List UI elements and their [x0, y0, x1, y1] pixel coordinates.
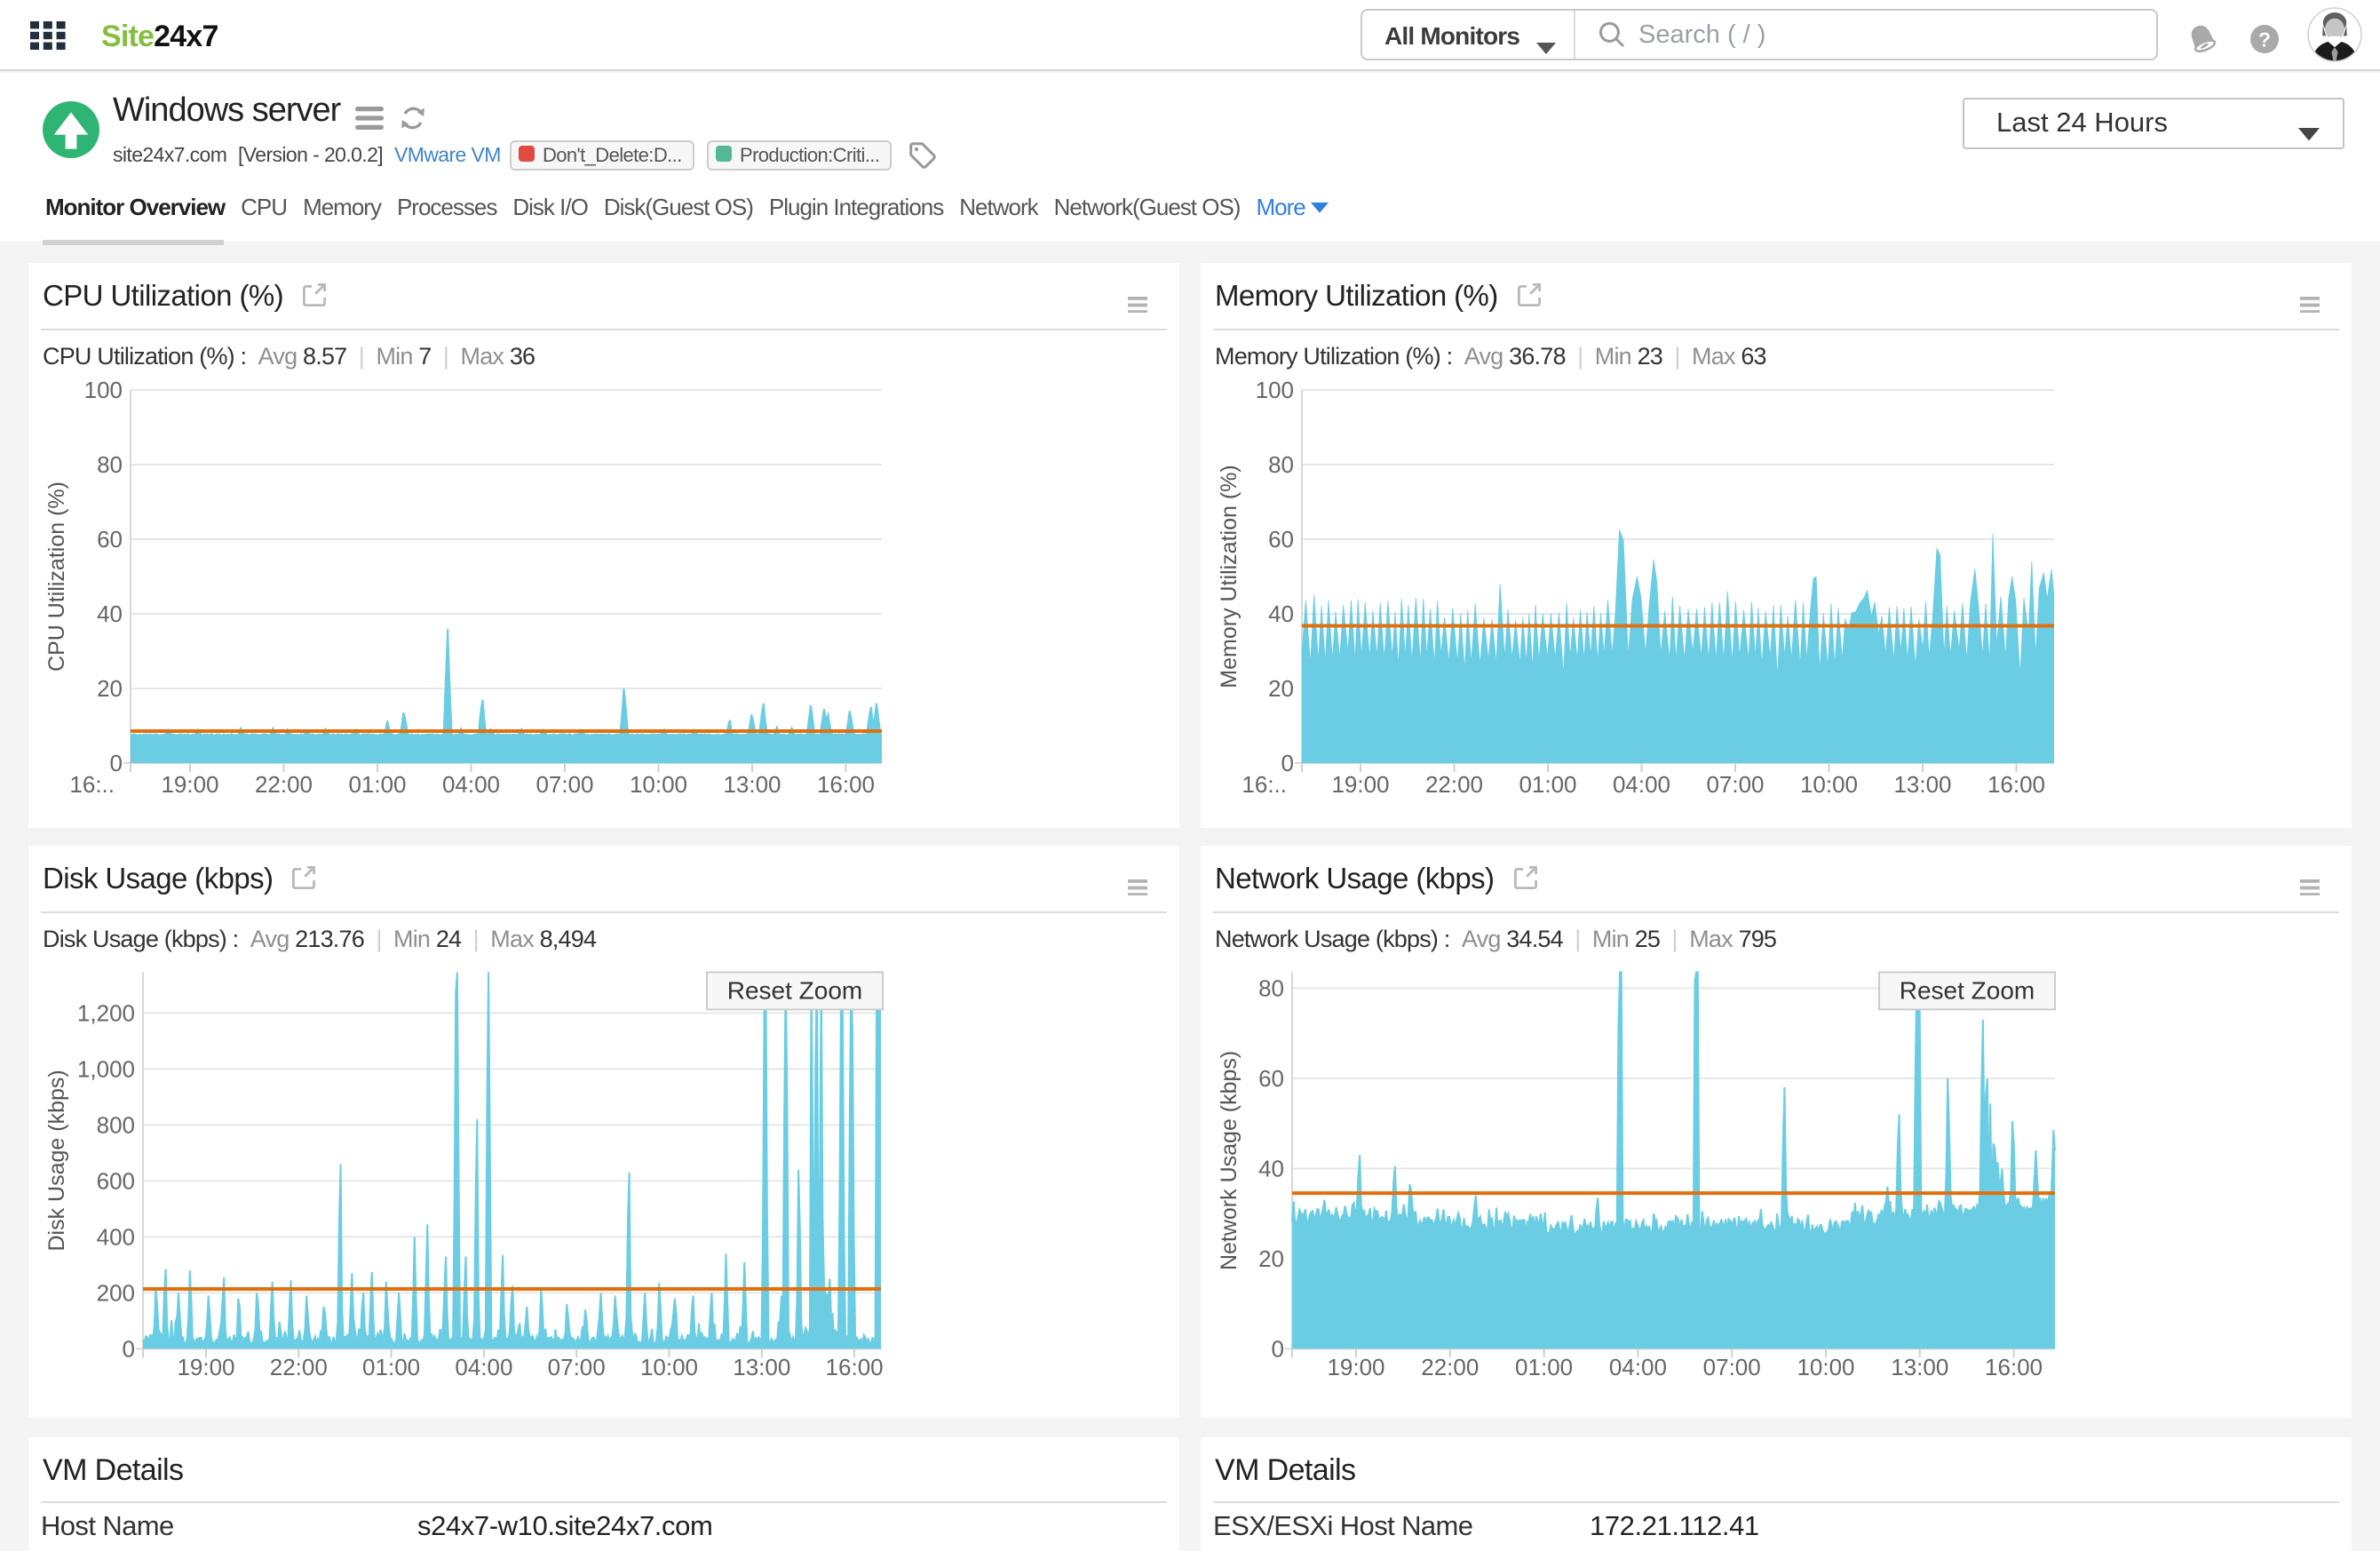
svg-text:600: 600	[97, 1168, 135, 1195]
svg-text:0: 0	[1272, 1336, 1284, 1363]
svg-text:01:00: 01:00	[1519, 771, 1576, 798]
svg-text:10:00: 10:00	[1797, 1355, 1854, 1381]
svg-text:07:00: 07:00	[1703, 1355, 1761, 1381]
svg-text:16:..: 16:..	[1242, 771, 1287, 798]
svg-text:1,000: 1,000	[77, 1056, 135, 1083]
svg-text:80: 80	[1268, 451, 1294, 478]
svg-text:04:00: 04:00	[442, 771, 500, 798]
svg-text:60: 60	[97, 526, 123, 553]
svg-text:07:00: 07:00	[548, 1355, 606, 1381]
svg-text:22:00: 22:00	[255, 771, 313, 798]
svg-text:80: 80	[97, 451, 123, 478]
svg-text:0: 0	[123, 1336, 135, 1363]
svg-text:200: 200	[97, 1280, 135, 1307]
svg-text:19:00: 19:00	[1327, 1355, 1384, 1381]
svg-text:13:00: 13:00	[723, 771, 781, 798]
svg-text:19:00: 19:00	[161, 771, 218, 798]
svg-text:0: 0	[110, 750, 123, 776]
svg-text:22:00: 22:00	[270, 1355, 328, 1381]
svg-text:1,200: 1,200	[77, 1000, 135, 1027]
svg-text:16:00: 16:00	[826, 1355, 884, 1381]
svg-text:07:00: 07:00	[536, 771, 593, 798]
svg-text:10:00: 10:00	[630, 771, 687, 798]
svg-text:16:00: 16:00	[817, 771, 875, 798]
svg-text:60: 60	[1258, 1065, 1284, 1092]
svg-text:01:00: 01:00	[348, 771, 406, 798]
svg-text:Reset Zoom: Reset Zoom	[727, 977, 863, 1005]
svg-text:800: 800	[97, 1112, 135, 1139]
svg-text:19:00: 19:00	[177, 1355, 234, 1381]
svg-text:60: 60	[1268, 526, 1294, 553]
svg-text:400: 400	[97, 1224, 135, 1251]
svg-text:16:00: 16:00	[1985, 1355, 2043, 1381]
svg-text:100: 100	[1256, 377, 1294, 403]
svg-text:40: 40	[1268, 601, 1294, 627]
svg-text:01:00: 01:00	[362, 1355, 420, 1381]
svg-text:Memory Utilization (%): Memory Utilization (%)	[1217, 465, 1242, 688]
svg-text:?: ?	[2257, 27, 2270, 50]
svg-text:Network Usage (kbps): Network Usage (kbps)	[1217, 1051, 1242, 1270]
svg-text:20: 20	[1268, 675, 1294, 702]
svg-text:16:00: 16:00	[1987, 771, 2045, 798]
svg-text:20: 20	[1258, 1245, 1284, 1272]
svg-text:22:00: 22:00	[1425, 771, 1483, 798]
svg-text:19:00: 19:00	[1331, 771, 1389, 798]
svg-text:Reset Zoom: Reset Zoom	[1900, 977, 2035, 1005]
svg-text:20: 20	[97, 675, 123, 702]
svg-text:10:00: 10:00	[1800, 771, 1858, 798]
svg-text:10:00: 10:00	[640, 1355, 698, 1381]
svg-text:13:00: 13:00	[1891, 1355, 1948, 1381]
svg-text:04:00: 04:00	[455, 1355, 512, 1381]
svg-text:40: 40	[1258, 1156, 1284, 1182]
svg-text:80: 80	[1258, 975, 1284, 1002]
svg-text:13:00: 13:00	[1893, 771, 1951, 798]
svg-text:13:00: 13:00	[733, 1355, 790, 1381]
svg-text:100: 100	[84, 377, 123, 403]
svg-text:22:00: 22:00	[1421, 1355, 1479, 1381]
svg-text:04:00: 04:00	[1609, 1355, 1667, 1381]
svg-text:07:00: 07:00	[1706, 771, 1764, 798]
svg-text:CPU Utilization (%): CPU Utilization (%)	[44, 481, 69, 672]
svg-text:01:00: 01:00	[1515, 1355, 1573, 1381]
svg-text:Disk Usage (kbps): Disk Usage (kbps)	[44, 1070, 69, 1252]
svg-text:0: 0	[1281, 750, 1294, 776]
svg-text:04:00: 04:00	[1613, 771, 1670, 798]
svg-text:16:..: 16:..	[69, 771, 115, 798]
svg-text:40: 40	[97, 601, 123, 627]
